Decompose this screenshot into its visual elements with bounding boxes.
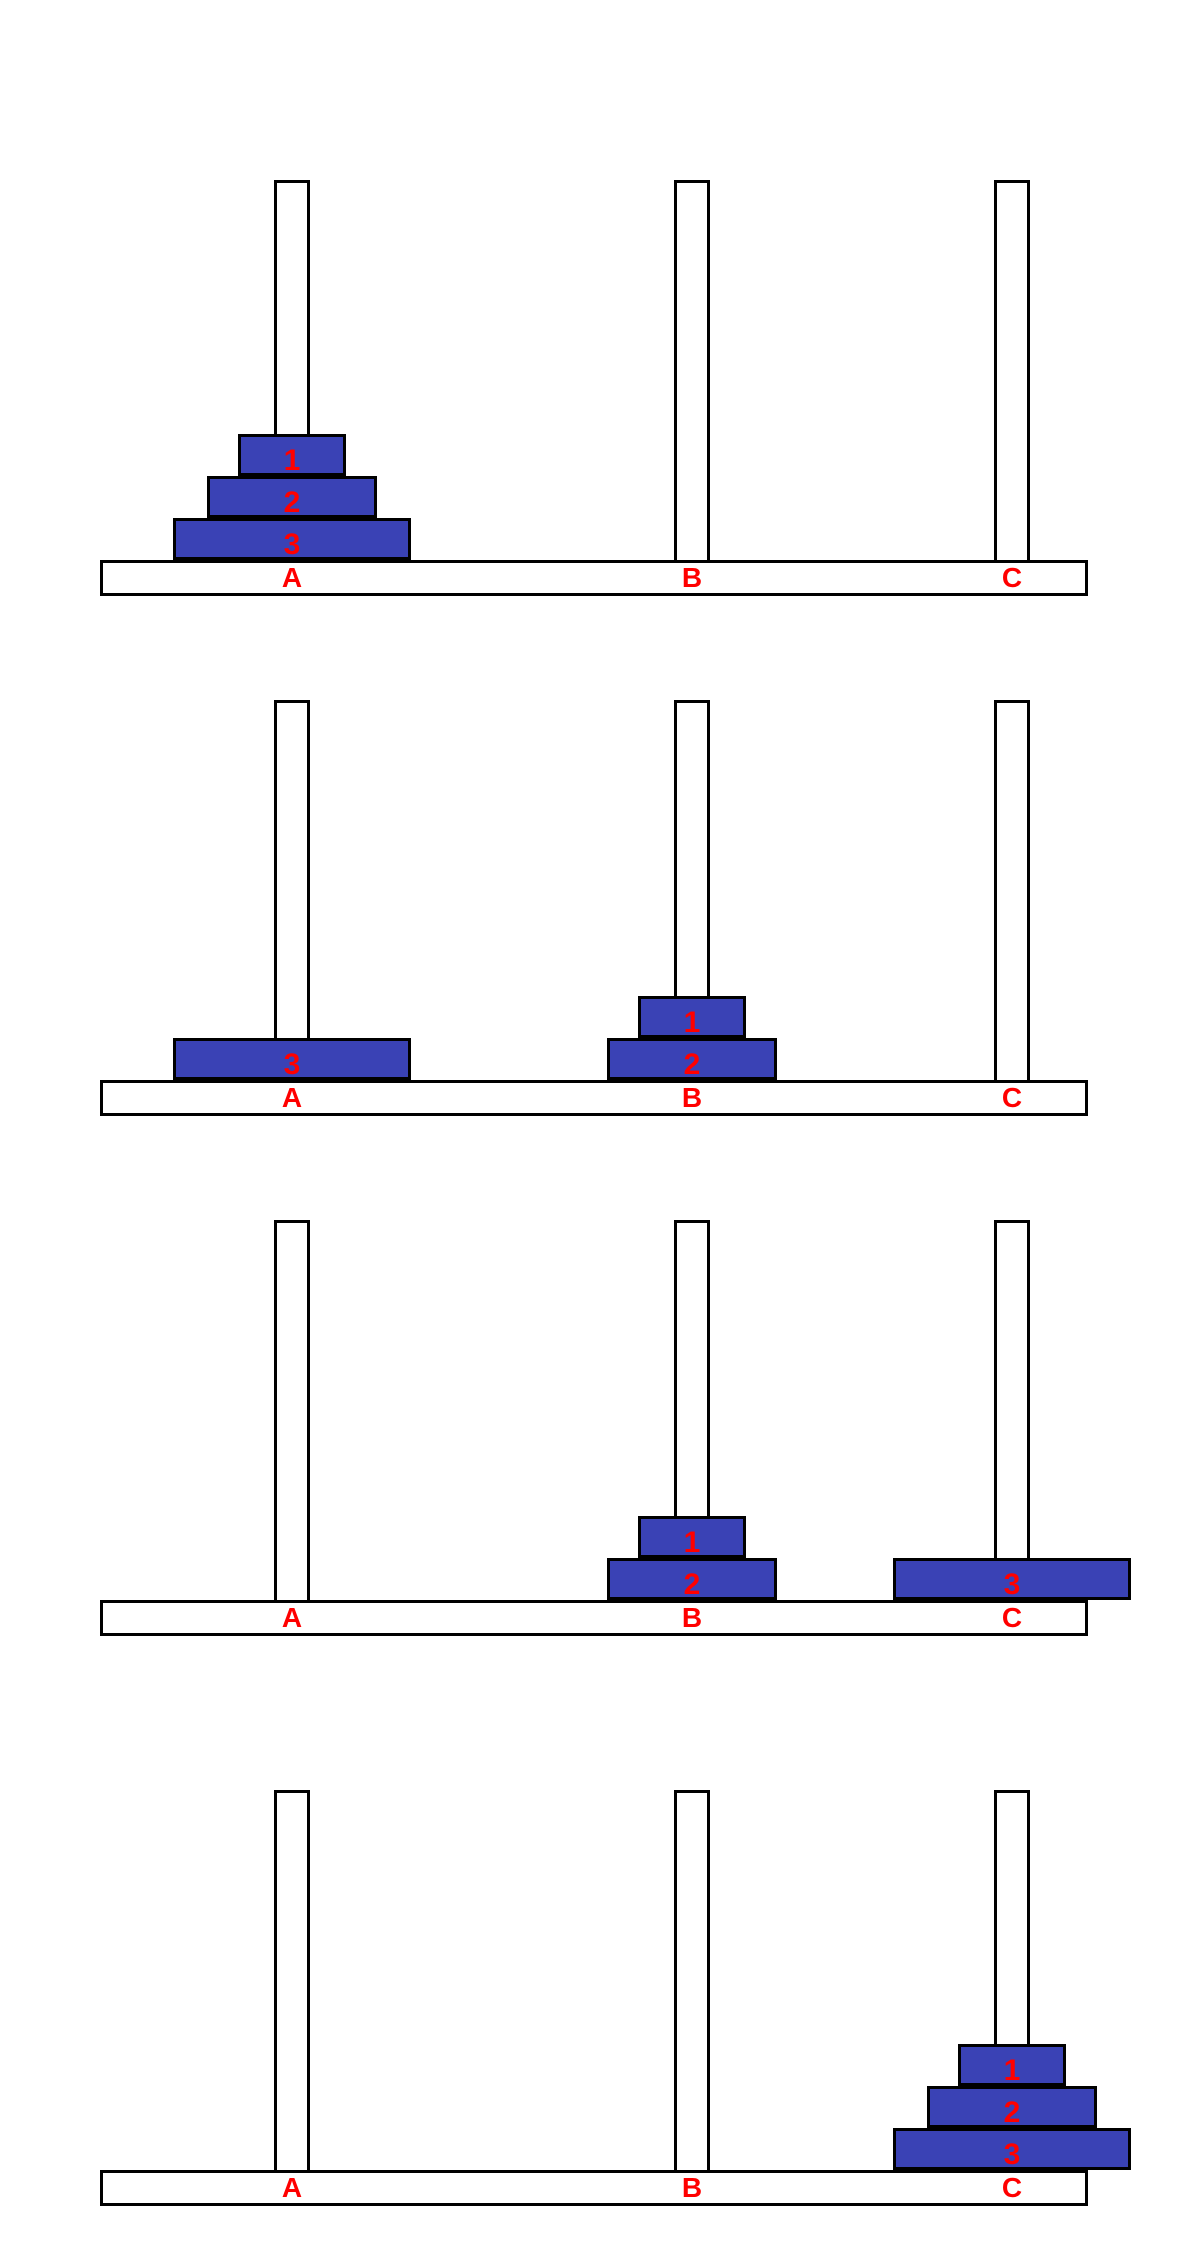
hanoi-diagram: 321ABC321ABC213ABC321ABC	[0, 0, 1188, 2212]
peg-label-A: A	[262, 1082, 322, 1114]
peg-label-C: C	[982, 562, 1042, 594]
disk-label-2: 2	[992, 2096, 1032, 2130]
peg-label-B: B	[662, 562, 722, 594]
peg-label-B: B	[662, 1082, 722, 1114]
disk-label-3: 3	[272, 528, 312, 562]
disk-label-2: 2	[672, 1568, 712, 1602]
peg-label-B: B	[662, 2172, 722, 2204]
peg-label-C: C	[982, 1082, 1042, 1114]
base	[100, 1600, 1088, 1636]
base	[100, 1080, 1088, 1116]
peg-label-B: B	[662, 1602, 722, 1634]
disk-label-3: 3	[272, 1048, 312, 1082]
hanoi-frame-4: 3 2 1 A B C	[0, 1690, 1188, 2256]
disk-label-1: 1	[992, 2054, 1032, 2088]
peg-label-A: A	[262, 2172, 322, 2204]
peg-C	[994, 180, 1030, 560]
hanoi-frame-3: 2 1 3 A B C	[0, 1120, 1188, 1686]
peg-A	[274, 1790, 310, 2170]
peg-label-C: C	[982, 1602, 1042, 1634]
disk-label-1: 1	[672, 1526, 712, 1560]
hanoi-frame-1: 3 2 1 A B C	[0, 80, 1188, 646]
disk-label-3: 3	[992, 2138, 1032, 2172]
hanoi-frame-2: 3 2 1 A B C	[0, 600, 1188, 1166]
disk-label-3: 3	[992, 1568, 1032, 1602]
disk-label-1: 1	[672, 1006, 712, 1040]
peg-B	[674, 180, 710, 560]
base	[100, 560, 1088, 596]
peg-label-C: C	[982, 2172, 1042, 2204]
peg-A	[274, 1220, 310, 1600]
disk-label-2: 2	[272, 486, 312, 520]
disk-label-1: 1	[272, 444, 312, 478]
peg-label-A: A	[262, 562, 322, 594]
peg-B	[674, 1790, 710, 2170]
peg-C	[994, 1220, 1030, 1600]
disk-label-2: 2	[672, 1048, 712, 1082]
peg-label-A: A	[262, 1602, 322, 1634]
peg-A	[274, 700, 310, 1080]
peg-C	[994, 700, 1030, 1080]
base	[100, 2170, 1088, 2206]
